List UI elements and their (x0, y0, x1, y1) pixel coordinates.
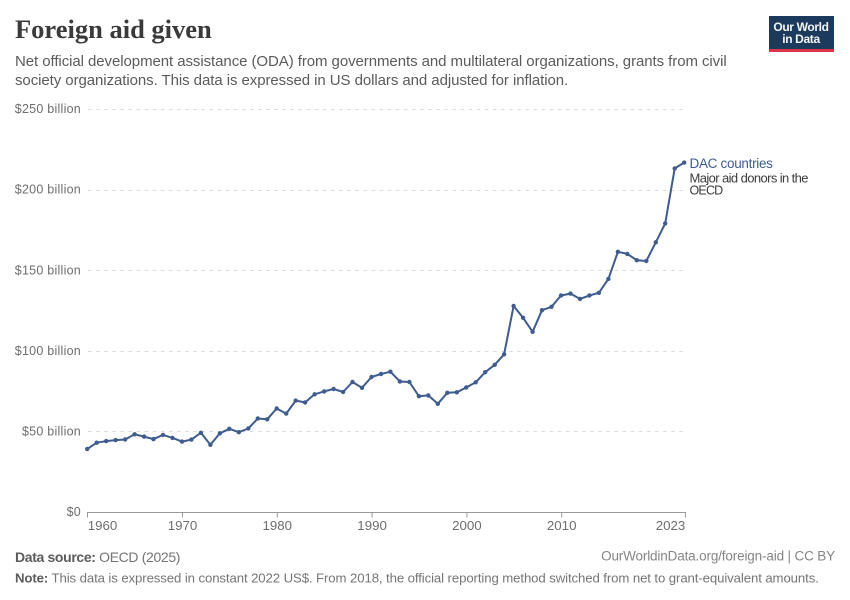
svg-text:$50 billion: $50 billion (22, 425, 81, 439)
svg-text:Major aid donors in the: Major aid donors in the (690, 171, 809, 186)
svg-text:$150 billion: $150 billion (15, 263, 81, 277)
svg-text:1990: 1990 (357, 518, 387, 533)
svg-text:Data source: OECD (2025): Data source: OECD (2025) (15, 549, 180, 565)
svg-text:$250 billion: $250 billion (15, 102, 81, 116)
svg-text:2023: 2023 (656, 518, 686, 533)
svg-text:OECD: OECD (690, 183, 724, 197)
svg-text:Note: This data is expressed i: Note: This data is expressed in constant… (15, 570, 819, 585)
svg-text:$100 billion: $100 billion (15, 344, 81, 358)
svg-text:2000: 2000 (452, 518, 482, 533)
svg-text:2010: 2010 (547, 518, 577, 533)
svg-text:DAC countries: DAC countries (690, 156, 774, 171)
svg-text:$0: $0 (67, 505, 81, 519)
svg-text:1960: 1960 (88, 518, 118, 533)
svg-text:OurWorldinData.org/foreign-aid: OurWorldinData.org/foreign-aid | CC BY (601, 548, 835, 563)
svg-text:1970: 1970 (168, 518, 198, 533)
svg-text:$200 billion: $200 billion (15, 183, 81, 197)
svg-text:1980: 1980 (263, 518, 293, 533)
